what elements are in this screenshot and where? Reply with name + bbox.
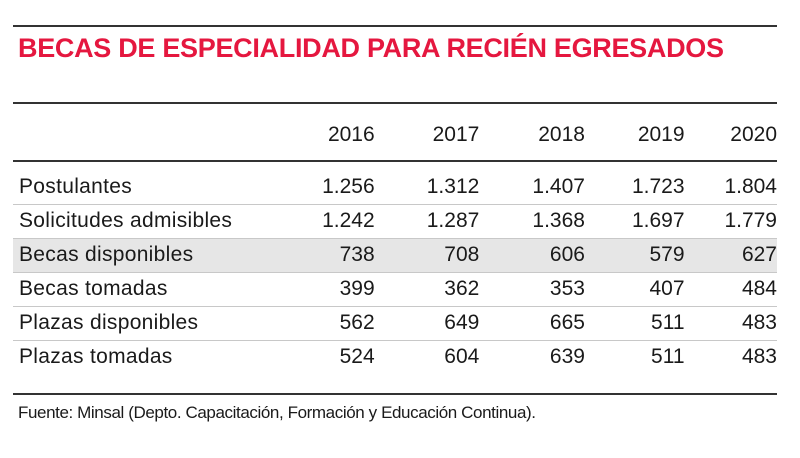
data-cell: 1.256 — [322, 174, 375, 198]
data-cell: 708 — [444, 243, 480, 266]
title-rule — [13, 102, 777, 104]
data-cell: 1.368 — [532, 209, 585, 232]
data-cell: 649 — [444, 311, 480, 334]
data-cell: 353 — [549, 277, 585, 300]
table-row: Postulantes 1.256 1.312 1.407 1.723 1.804 — [13, 170, 777, 204]
column-header: 2020 — [730, 123, 777, 146]
data-cell: 399 — [339, 277, 375, 300]
table-row: Plazas disponibles 562 649 665 511 483 — [13, 306, 777, 340]
data-cell: 579 — [649, 243, 685, 266]
data-cell: 1.242 — [322, 209, 375, 232]
row-label: Plazas tomadas — [19, 345, 173, 369]
data-cell: 606 — [549, 243, 585, 266]
row-label: Becas tomadas — [19, 277, 168, 300]
table-row: Solicitudes admisibles 1.242 1.287 1.368 1.6… — [13, 204, 777, 238]
source-note: Fuente: Minsal (Depto. Capacitación, For… — [18, 403, 536, 422]
header-row: 2016 2017 2018 2019 2020 — [13, 110, 777, 160]
column-header: 2017 — [432, 123, 480, 146]
data-cell: 604 — [444, 345, 480, 369]
bottom-rule — [13, 393, 777, 395]
data-cell: 362 — [444, 277, 480, 300]
header-rule — [13, 160, 777, 162]
row-label: Plazas disponibles — [19, 311, 199, 334]
data-cell: 524 — [339, 345, 375, 369]
data-cell: 1.804 — [724, 174, 777, 198]
data-cell: 1.312 — [426, 174, 480, 198]
data-cell: 484 — [741, 277, 777, 300]
row-label-header — [13, 110, 304, 160]
data-cell: 483 — [741, 345, 777, 369]
data-cell: 1.779 — [724, 209, 777, 232]
data-cell: 483 — [741, 311, 777, 334]
data-cell: 1.407 — [532, 174, 585, 198]
table-row: Becas tomadas 399 362 353 407 484 — [13, 272, 777, 306]
data-table: 2016 2017 2018 2019 2020 Postulantes 1.25… — [13, 110, 777, 374]
data-cell: 511 — [651, 311, 685, 334]
row-label: Becas disponibles — [19, 243, 194, 266]
data-cell: 1.287 — [426, 209, 480, 232]
column-header: 2016 — [327, 123, 375, 146]
table-row: Plazas tomadas 524 604 639 511 483 — [13, 340, 777, 374]
data-cell: 1.723 — [631, 174, 685, 198]
data-cell: 738 — [339, 243, 375, 266]
data-cell: 627 — [741, 243, 777, 266]
data-cell: 511 — [651, 345, 685, 369]
data-cell: 562 — [339, 311, 375, 334]
data-cell: 665 — [549, 311, 585, 334]
data-cell: 639 — [549, 345, 585, 369]
data-cell: 407 — [649, 277, 685, 300]
column-header: 2019 — [637, 123, 685, 146]
top-rule — [13, 25, 777, 27]
row-label: Postulantes — [19, 174, 133, 198]
table-row: Becas disponibles 738 708 606 579 627 — [13, 238, 777, 272]
row-label: Solicitudes admisibles — [19, 209, 233, 232]
data-cell: 1.697 — [631, 209, 685, 232]
table-title: BECAS DE ESPECIALIDAD PARA RECIÉN EGRESA… — [18, 33, 724, 63]
column-header: 2018 — [538, 123, 585, 146]
